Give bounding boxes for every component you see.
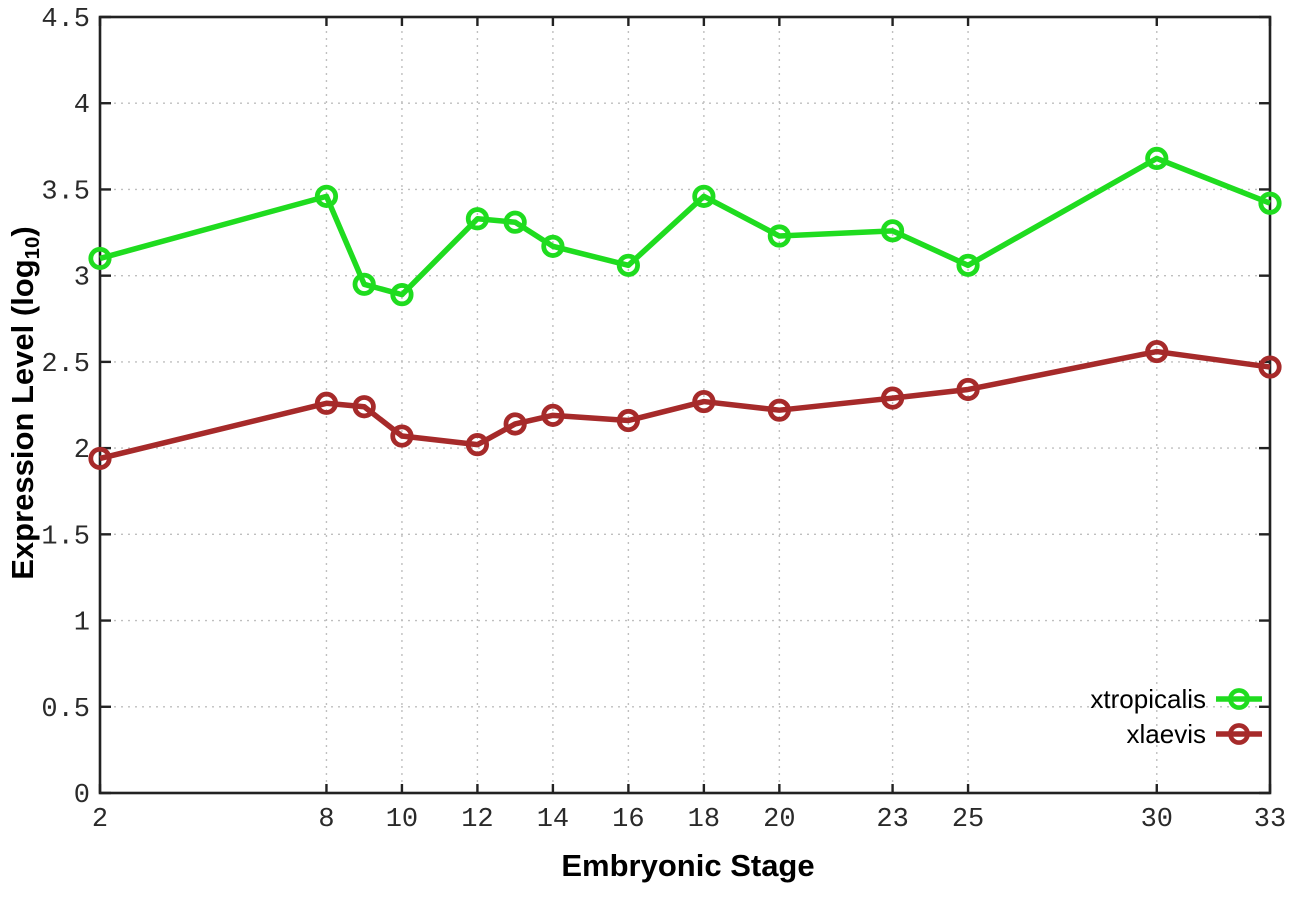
data-point-xtropicalis [1258, 191, 1282, 215]
gridlines [100, 17, 1270, 793]
data-point-xlaevis [692, 389, 716, 414]
data-point-xlaevis [390, 424, 414, 448]
data-point-xtropicalis [1145, 146, 1169, 171]
series-line-xtropicalis [99, 155, 1272, 298]
y-tick-label: 3 [74, 264, 90, 294]
y-tick-label: 4.5 [41, 5, 90, 35]
series-xlaevis [88, 339, 1282, 471]
x-tick-label: 20 [763, 805, 795, 835]
data-point-xlaevis [314, 391, 339, 415]
y-tick-label: 1 [74, 609, 90, 639]
legend-marker-xlaevis-icon [1216, 723, 1262, 745]
data-point-xlaevis [541, 403, 565, 427]
data-point-xlaevis [465, 433, 490, 457]
y-tick-label: 1.5 [41, 522, 90, 552]
y-tick-label: 0 [74, 781, 90, 811]
data-point-xlaevis [1145, 339, 1169, 364]
data-point-xtropicalis [465, 207, 490, 231]
data-point-xlaevis [880, 386, 905, 410]
data-point-xlaevis [616, 408, 640, 433]
y-tick-labels: 0 0.5 1 1.5 2 2.5 3 3.5 4 4.5 [41, 5, 90, 811]
data-point-xtropicalis [956, 253, 980, 277]
data-point-xlaevis [503, 412, 527, 436]
legend-row-xlaevis: xlaevis [1127, 719, 1262, 749]
x-axis-title: Embryonic Stage [561, 848, 815, 883]
data-point-xlaevis [352, 395, 376, 419]
data-point-xtropicalis [692, 184, 716, 208]
data-point-xtropicalis [390, 283, 414, 307]
data-point-xlaevis [956, 377, 980, 402]
legend: xtropicalis xlaevis [1090, 684, 1262, 749]
data-point-xtropicalis [616, 253, 640, 277]
data-point-xtropicalis [541, 234, 565, 258]
y-axis-title-close: ) [5, 226, 41, 237]
data-point-xtropicalis [88, 246, 112, 271]
data-point-xtropicalis [314, 184, 339, 208]
y-axis-title: Expression Level (log10) [5, 226, 45, 580]
data-point-xtropicalis [352, 272, 376, 296]
y-tick-label: 4 [74, 91, 90, 121]
x-tick-label: 12 [461, 805, 493, 835]
legend-marker-xtropicalis-icon [1216, 688, 1262, 710]
data-point-xtropicalis [767, 224, 791, 248]
y-tick-label: 2.5 [41, 350, 90, 380]
series-xtropicalis [88, 146, 1282, 307]
series-line-xlaevis [99, 348, 1271, 462]
data-point-xlaevis [767, 398, 791, 422]
legend-row-xtropicalis: xtropicalis [1090, 684, 1262, 714]
y-tick-label: 2 [74, 436, 90, 466]
y-tick-label: 0.5 [41, 695, 90, 725]
legend-label-xlaevis: xlaevis [1126, 719, 1206, 749]
legend-label-xtropicalis: xtropicalis [1090, 684, 1206, 714]
y-axis-title-subscript: 10 [20, 236, 44, 260]
data-point-xtropicalis [880, 219, 905, 243]
x-tick-label: 23 [876, 805, 908, 835]
y-tick-label: 3.5 [41, 177, 90, 207]
plot-border [98, 15, 1272, 795]
data-point-xlaevis [88, 446, 112, 471]
x-tick-labels: 2 8 10 12 14 16 18 20 23 25 30 33 [92, 805, 1286, 835]
x-tick-label: 14 [537, 805, 569, 835]
x-tick-label: 2 [92, 805, 108, 835]
data-point-xlaevis [1258, 355, 1282, 379]
x-tick-label: 10 [386, 805, 418, 835]
y-axis-title-main: Expression Level (log [5, 259, 41, 580]
x-tick-label: 33 [1254, 805, 1286, 835]
x-tick-label: 8 [318, 805, 334, 835]
data-point-xtropicalis [503, 210, 527, 234]
x-tick-label: 30 [1141, 805, 1173, 835]
x-tick-label: 18 [688, 805, 720, 835]
x-tick-label: 16 [612, 805, 644, 835]
x-tick-label: 25 [952, 805, 984, 835]
